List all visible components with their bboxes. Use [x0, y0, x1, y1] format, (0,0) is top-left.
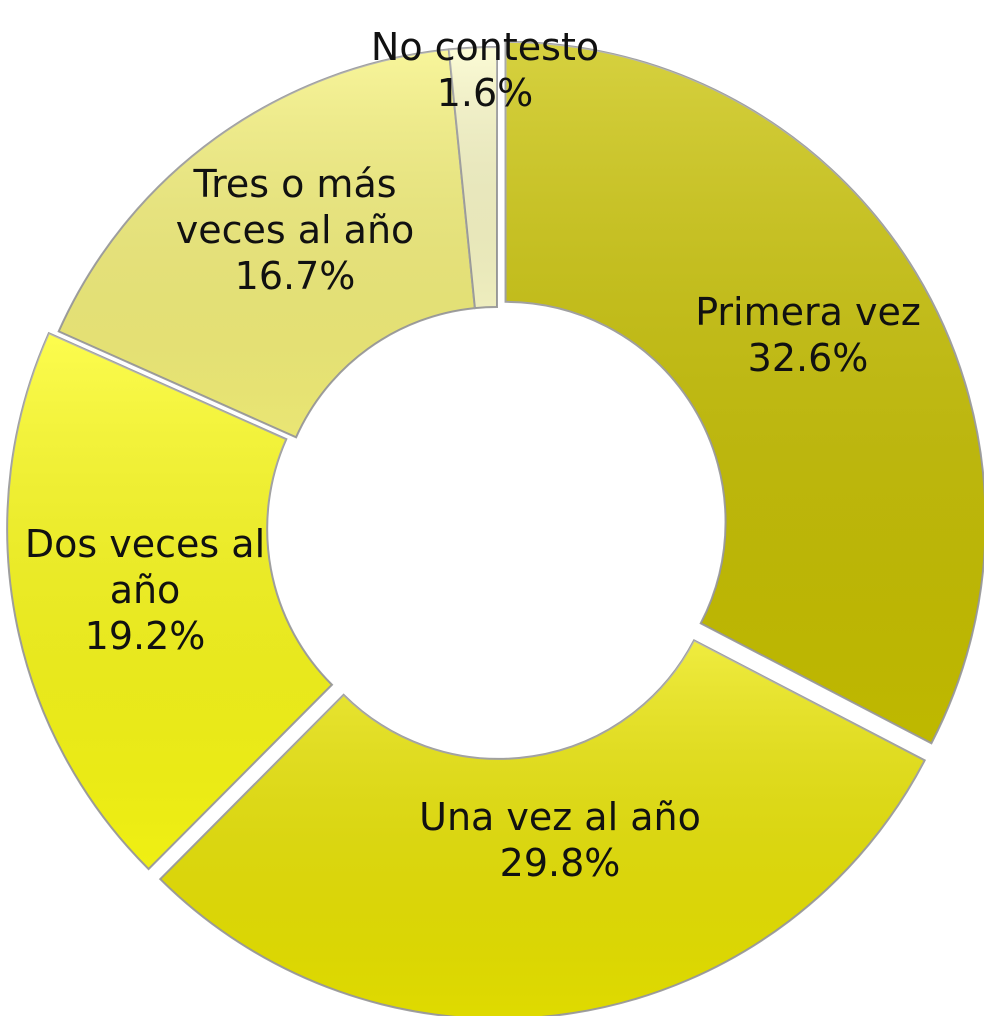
category-name: Dos veces al año: [24, 522, 266, 612]
slice-label: No contesto 1.6%: [345, 24, 625, 116]
category-name: No contesto: [370, 25, 600, 69]
value-label: 32.6%: [747, 336, 869, 380]
value-label: 19.2%: [84, 614, 206, 658]
value-label: 29.8%: [499, 841, 621, 885]
value-label: 1.6%: [436, 71, 534, 115]
category-name: Tres o más veces al año: [175, 162, 415, 252]
slice-label: Tres o más veces al año 16.7%: [165, 161, 425, 299]
donut-slice: [504, 40, 984, 745]
category-name: Una vez al año: [419, 795, 701, 839]
value-label: 16.7%: [234, 254, 356, 298]
slice-label: Una vez al año 29.8%: [390, 794, 730, 886]
slice-label: Dos veces al año 19.2%: [5, 521, 285, 659]
category-name: Primera vez: [695, 290, 921, 334]
slice-label: Primera vez 32.6%: [678, 289, 938, 381]
